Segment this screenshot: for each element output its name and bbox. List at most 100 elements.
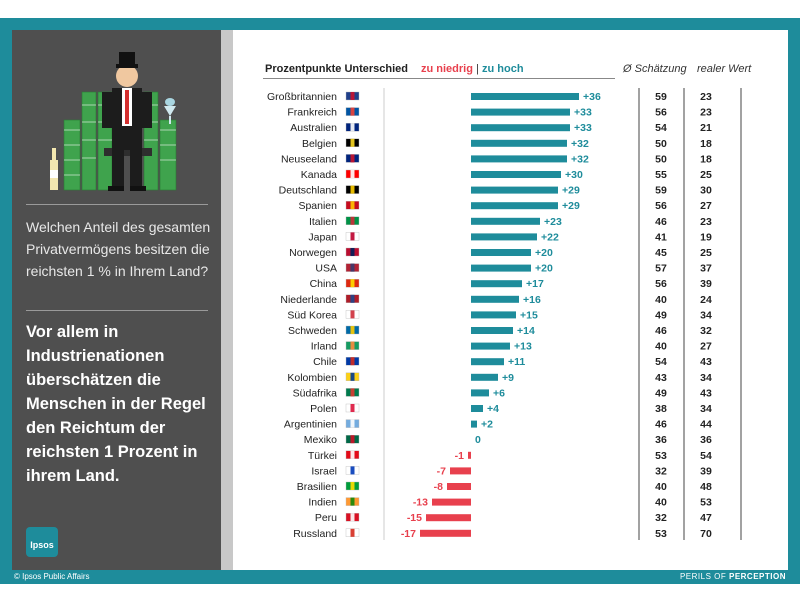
estimate-value: 32 bbox=[655, 465, 667, 477]
left-border bbox=[0, 18, 12, 573]
country-label: Großbritannien bbox=[267, 91, 337, 103]
real-value: 34 bbox=[700, 309, 712, 321]
real-value: 36 bbox=[700, 434, 712, 446]
real-value: 39 bbox=[700, 465, 712, 477]
country-label: Belgien bbox=[302, 138, 337, 150]
real-value: 34 bbox=[700, 372, 712, 384]
estimate-value: 40 bbox=[655, 481, 667, 493]
flag-pe-icon-stripe bbox=[350, 513, 355, 522]
estimate-value: 56 bbox=[655, 107, 667, 119]
bar bbox=[432, 498, 471, 506]
value-label: 0 bbox=[475, 434, 481, 446]
legend-high-label: zu hoch bbox=[482, 63, 524, 75]
value-label: -8 bbox=[434, 481, 443, 493]
flag-mx-icon-stripe bbox=[350, 435, 355, 444]
bar bbox=[471, 280, 522, 288]
real-value: 44 bbox=[700, 419, 712, 431]
real-value: 27 bbox=[700, 341, 712, 353]
statement-text: Vor allem in Industrienationen überschät… bbox=[26, 323, 206, 485]
value-label: +32 bbox=[571, 153, 589, 165]
country-label: Neuseeland bbox=[281, 153, 337, 165]
estimate-value: 56 bbox=[655, 200, 667, 212]
bar bbox=[471, 373, 498, 381]
value-label: +29 bbox=[562, 200, 580, 212]
value-label: +36 bbox=[583, 91, 601, 103]
flag-de-icon-stripe bbox=[350, 185, 355, 194]
country-label: Norwegen bbox=[289, 247, 337, 259]
flag-tr-icon-stripe bbox=[350, 450, 355, 459]
estimate-value: 49 bbox=[655, 387, 667, 399]
flag-us-icon-stripe bbox=[350, 263, 355, 272]
estimate-value: 46 bbox=[655, 325, 667, 337]
estimate-column-header: Ø Schätzung bbox=[623, 63, 687, 75]
bar bbox=[471, 139, 567, 147]
flag-fr-icon-stripe bbox=[350, 107, 355, 116]
bar bbox=[471, 186, 558, 194]
value-label: +6 bbox=[493, 387, 505, 399]
bar bbox=[471, 405, 483, 412]
country-label: Italien bbox=[309, 216, 337, 228]
flag-br-icon-stripe bbox=[350, 482, 355, 490]
flag-nz-icon-stripe bbox=[350, 154, 355, 163]
brand-prefix: PERILS OF bbox=[679, 572, 727, 581]
flag-il-icon-stripe bbox=[350, 466, 355, 475]
real-value: 27 bbox=[700, 200, 712, 212]
country-label: Kolombien bbox=[287, 372, 337, 384]
estimate-value: 43 bbox=[655, 372, 667, 384]
bar bbox=[471, 171, 561, 178]
real-value: 25 bbox=[700, 247, 712, 259]
bar bbox=[471, 311, 516, 319]
real-value: 43 bbox=[700, 387, 712, 399]
flag-jp-icon-stripe bbox=[350, 232, 355, 241]
estimate-value: 56 bbox=[655, 278, 667, 290]
flag-be-icon-stripe bbox=[350, 138, 355, 147]
country-label: USA bbox=[315, 263, 337, 275]
country-label: Polen bbox=[310, 403, 337, 415]
value-label: +20 bbox=[535, 247, 553, 259]
country-label: China bbox=[310, 278, 338, 290]
estimate-value: 46 bbox=[655, 419, 667, 431]
top-border bbox=[0, 18, 800, 30]
country-label: Süd Korea bbox=[287, 309, 337, 321]
bar bbox=[471, 264, 531, 272]
estimate-value: 53 bbox=[655, 528, 667, 540]
value-label: +11 bbox=[508, 356, 525, 368]
country-label: Australien bbox=[290, 122, 337, 134]
real-value: 23 bbox=[700, 91, 712, 103]
estimate-value: 41 bbox=[655, 231, 667, 243]
flag-no-icon-stripe bbox=[350, 248, 355, 256]
bar bbox=[471, 295, 519, 303]
country-label: Irland bbox=[311, 341, 337, 353]
footer: © Ipsos Public Affairs PERILS OF PERCEPT… bbox=[0, 570, 800, 584]
real-column-header: realer Wert bbox=[697, 63, 752, 75]
country-label: Frankreich bbox=[287, 107, 337, 119]
flag-za-icon-stripe bbox=[350, 388, 355, 397]
value-label: +13 bbox=[514, 341, 532, 353]
flag-au-icon-stripe bbox=[350, 123, 355, 132]
country-label: Israel bbox=[311, 465, 337, 477]
flag-pl-icon-stripe bbox=[350, 404, 355, 412]
estimate-value: 40 bbox=[655, 294, 667, 306]
value-label: +29 bbox=[562, 185, 580, 197]
real-value: 24 bbox=[700, 294, 712, 306]
real-value: 21 bbox=[700, 122, 712, 134]
flag-gb-icon-stripe bbox=[350, 92, 355, 100]
estimate-value: 53 bbox=[655, 450, 667, 462]
real-value: 18 bbox=[700, 153, 712, 165]
flag-ca-icon-stripe bbox=[350, 170, 355, 178]
flag-in-icon-stripe bbox=[350, 497, 355, 506]
real-value: 18 bbox=[700, 138, 712, 150]
value-label: +4 bbox=[487, 403, 499, 415]
estimate-value: 32 bbox=[655, 512, 667, 524]
country-label: Spanien bbox=[298, 200, 337, 212]
value-label: +23 bbox=[544, 216, 562, 228]
flag-ie-icon-stripe bbox=[350, 341, 355, 350]
estimate-value: 38 bbox=[655, 403, 667, 415]
bar bbox=[420, 529, 471, 537]
brand-text: PERILS OF PERCEPTION bbox=[680, 572, 786, 581]
real-value: 43 bbox=[700, 356, 712, 368]
bar bbox=[471, 202, 558, 210]
value-label: -1 bbox=[455, 450, 464, 462]
flag-se-icon-stripe bbox=[350, 326, 355, 334]
bar bbox=[471, 342, 510, 350]
